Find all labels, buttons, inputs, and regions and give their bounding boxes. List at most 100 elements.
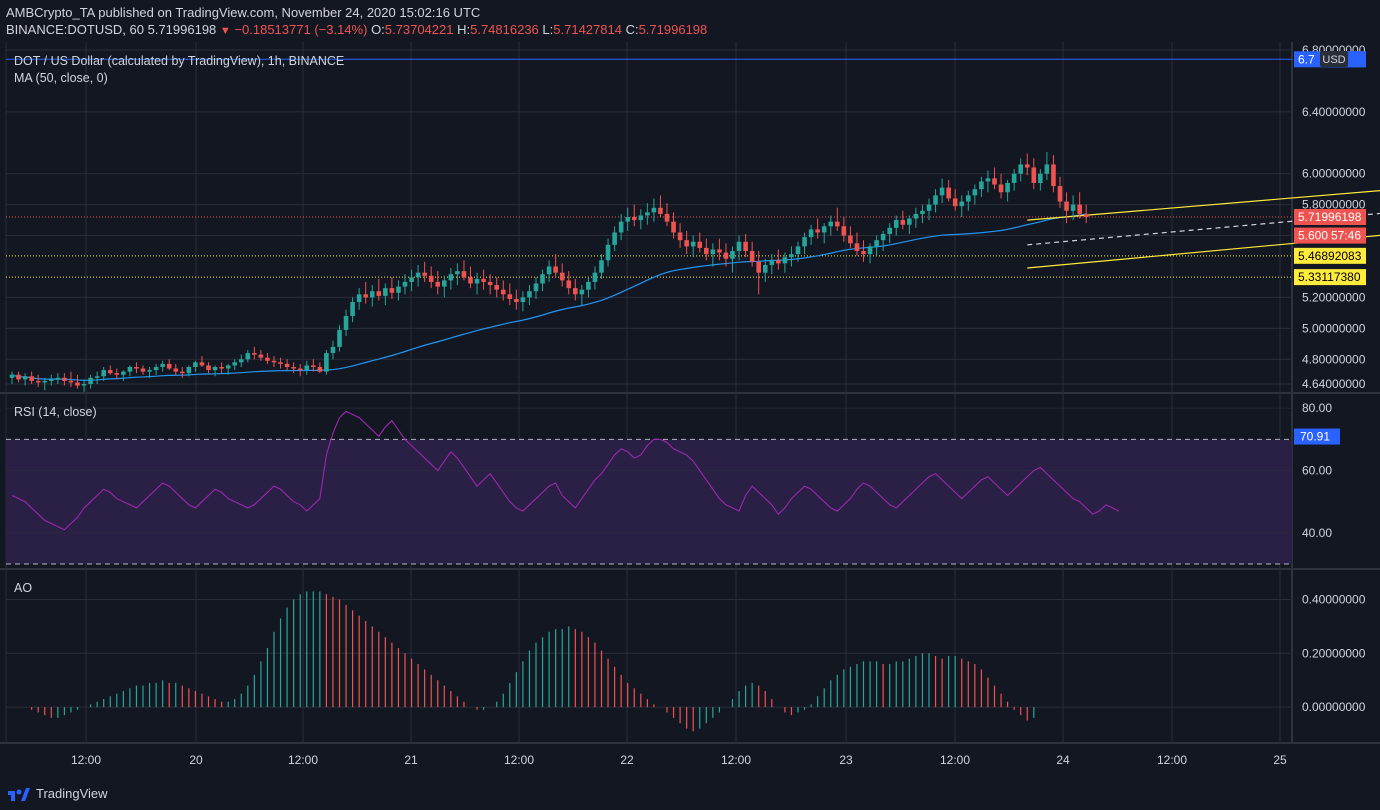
candle-body bbox=[180, 371, 185, 374]
time-tick-label: 12:00 bbox=[721, 753, 751, 767]
candle-body bbox=[311, 365, 316, 367]
time-tick-label: 12:00 bbox=[504, 753, 534, 767]
candle-body bbox=[186, 366, 192, 374]
price-axis-badge-text: 5.46892083 bbox=[1298, 249, 1362, 263]
candle-body bbox=[861, 251, 866, 255]
candle-body bbox=[992, 178, 997, 185]
last-price: 5.71996198 bbox=[147, 22, 217, 37]
price-tick-label: 5.00000000 bbox=[1302, 321, 1366, 335]
candle-body bbox=[291, 366, 296, 369]
time-tick-label: 12:00 bbox=[71, 753, 101, 767]
candle-body bbox=[507, 294, 513, 299]
candle-body bbox=[500, 289, 506, 295]
candle-body bbox=[789, 254, 794, 258]
time-tick-label: 23 bbox=[839, 753, 853, 767]
currency-badge bbox=[1320, 51, 1348, 67]
candle-body bbox=[645, 212, 650, 216]
candle-body bbox=[134, 366, 139, 369]
candle-body bbox=[710, 249, 716, 255]
candle-body bbox=[42, 380, 48, 383]
candle-body bbox=[107, 370, 113, 374]
price-tick-label: 5.80000000 bbox=[1302, 198, 1366, 212]
candle-body bbox=[933, 195, 938, 205]
price-axis-badge-text: 5.600 bbox=[1298, 229, 1328, 243]
candle-body bbox=[193, 362, 198, 367]
candle-body bbox=[324, 353, 329, 372]
candle-body bbox=[952, 198, 958, 207]
candle-body bbox=[22, 376, 28, 380]
high-value: 5.74816236 bbox=[470, 22, 539, 37]
candle-body bbox=[854, 243, 860, 252]
candle-body bbox=[730, 251, 735, 259]
rsi-line bbox=[11, 410, 1120, 531]
price-axis-badge-sub-text: 57:46 bbox=[1331, 229, 1361, 243]
candle-body bbox=[363, 294, 368, 298]
candle-body bbox=[278, 362, 283, 364]
candle-body bbox=[114, 373, 120, 375]
price-tick-label: 6.40000000 bbox=[1302, 105, 1366, 119]
price-legend-title: DOT / US Dollar (calculated by TradingVi… bbox=[14, 54, 344, 68]
ao-tick-label: 0.00000000 bbox=[1302, 700, 1366, 714]
candle-body bbox=[808, 229, 814, 238]
rsi-tick-label: 60.00 bbox=[1302, 464, 1332, 478]
candle-body bbox=[913, 213, 919, 219]
price-tick-label: 4.64000000 bbox=[1302, 377, 1366, 391]
candle-body bbox=[1077, 204, 1082, 214]
candle-body bbox=[219, 366, 224, 369]
candle-body bbox=[566, 280, 572, 289]
candle-body bbox=[546, 266, 552, 275]
candle-body bbox=[55, 377, 61, 380]
rsi-band bbox=[6, 439, 1292, 564]
price-axis-badge-sub bbox=[1328, 227, 1366, 244]
candle-body bbox=[1038, 173, 1043, 183]
candle-body bbox=[435, 281, 441, 287]
candle-body bbox=[684, 240, 689, 247]
ao-legend: AO bbox=[14, 581, 32, 595]
footer: TradingView bbox=[0, 778, 1380, 810]
price-tick-label: 6.00000000 bbox=[1302, 167, 1366, 181]
candle-body bbox=[1031, 167, 1037, 183]
candle-body bbox=[81, 384, 87, 386]
candle-body bbox=[75, 382, 80, 386]
candle-body bbox=[350, 302, 355, 316]
symbol-label[interactable]: BINANCE:DOTUSD, 60 bbox=[6, 22, 144, 37]
ohlc-line: BINANCE:DOTUSD, 60 5.71996198 ▼ −0.18513… bbox=[6, 22, 707, 37]
candle-body bbox=[743, 241, 748, 252]
candle-body bbox=[573, 288, 578, 295]
rsi-value-label: 70.91 bbox=[1300, 430, 1330, 444]
candle-body bbox=[907, 218, 912, 225]
candle-body bbox=[448, 274, 454, 281]
candle-body bbox=[704, 247, 709, 255]
candle-body bbox=[49, 379, 54, 381]
candle-body bbox=[966, 195, 971, 202]
candle-body bbox=[651, 207, 657, 213]
chart-background bbox=[0, 42, 1380, 778]
candle-body bbox=[88, 377, 93, 384]
candle-body bbox=[1064, 201, 1069, 211]
ao-tick-label: 0.40000000 bbox=[1302, 593, 1366, 607]
candle-body bbox=[736, 241, 742, 252]
candle-body bbox=[9, 374, 15, 378]
time-tick-label: 12:00 bbox=[288, 753, 318, 767]
time-tick-label: 20 bbox=[189, 753, 203, 767]
tradingview-brand[interactable]: TradingView bbox=[8, 786, 108, 801]
candle-body bbox=[867, 246, 873, 255]
candle-body bbox=[376, 291, 382, 296]
price-axis-badge-text: 6.7 bbox=[1298, 52, 1315, 66]
candle-body bbox=[664, 213, 670, 222]
time-tick-label: 22 bbox=[620, 753, 634, 767]
candle-body bbox=[396, 286, 401, 293]
candle-body bbox=[147, 370, 152, 372]
candle-body bbox=[717, 249, 722, 253]
tradingview-logo-icon bbox=[8, 787, 30, 801]
ma-legend: MA (50, close, 0) bbox=[14, 71, 108, 85]
candle-body bbox=[422, 272, 427, 276]
candle-body bbox=[690, 241, 696, 247]
candle-body bbox=[160, 363, 165, 367]
time-tick-label: 12:00 bbox=[940, 753, 970, 767]
chart-area[interactable]: 6.800000006.400000006.000000005.80000000… bbox=[0, 42, 1380, 778]
candle-body bbox=[238, 359, 244, 363]
candle-body bbox=[520, 297, 526, 303]
close-label: C: bbox=[625, 22, 639, 37]
candle-body bbox=[121, 371, 126, 375]
